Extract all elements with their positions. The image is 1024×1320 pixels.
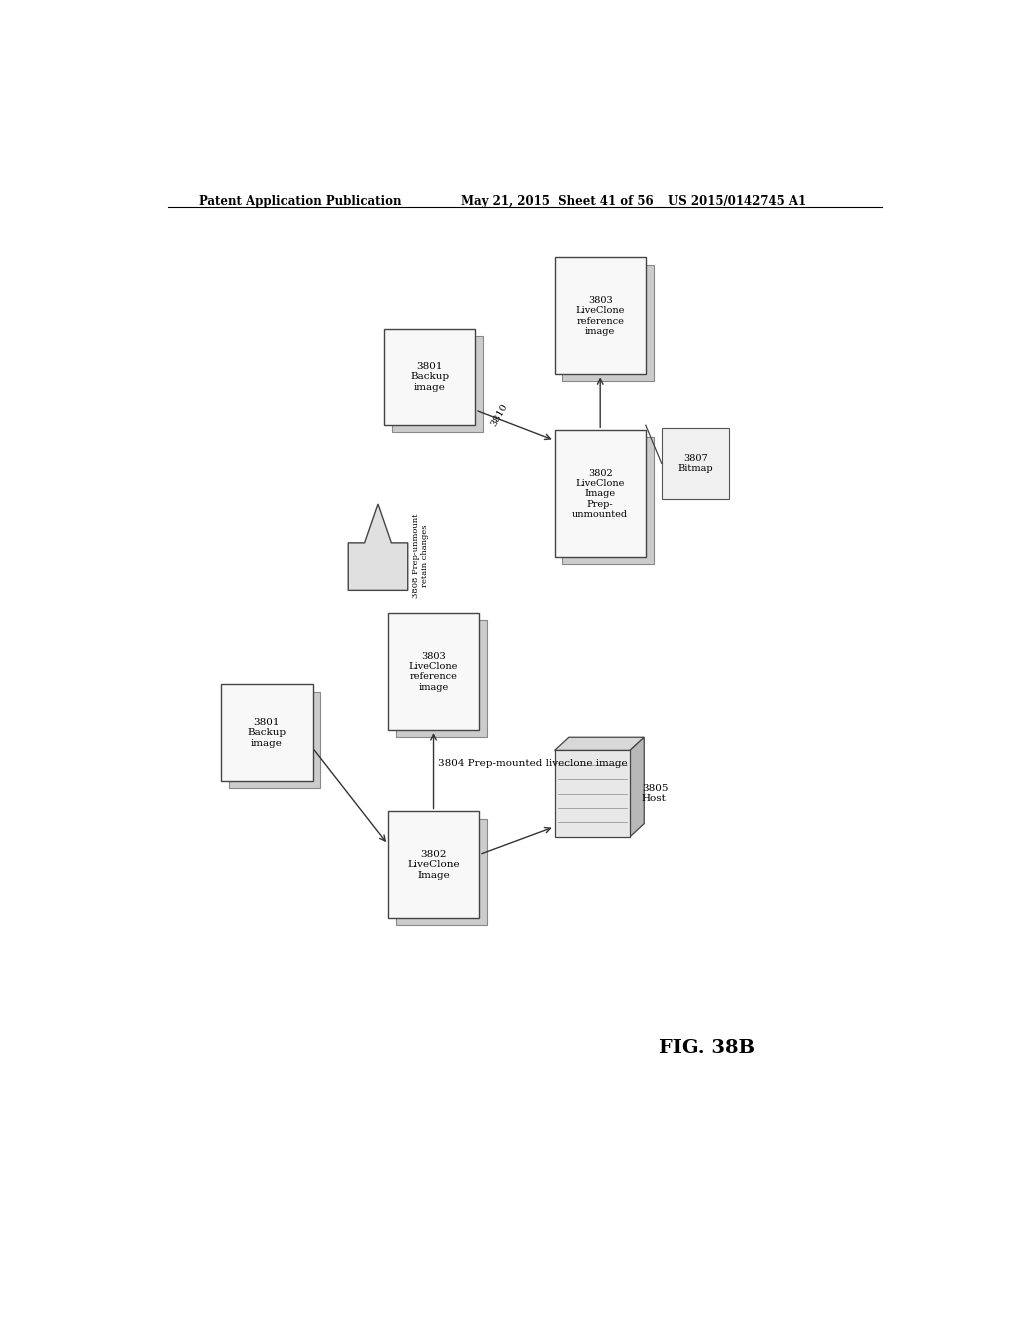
Text: Patent Application Publication: Patent Application Publication <box>200 195 402 209</box>
Text: 3802
LiveClone
Image
Prep-
unmounted: 3802 LiveClone Image Prep- unmounted <box>572 469 629 519</box>
Polygon shape <box>630 738 644 837</box>
FancyBboxPatch shape <box>388 614 479 730</box>
Text: 3802
LiveClone
Image: 3802 LiveClone Image <box>408 850 460 879</box>
FancyBboxPatch shape <box>396 818 487 925</box>
Text: 3808 Prep-unmount
retain changes: 3808 Prep-unmount retain changes <box>412 513 429 598</box>
Text: US 2015/0142745 A1: US 2015/0142745 A1 <box>668 195 806 209</box>
Polygon shape <box>555 738 644 751</box>
FancyBboxPatch shape <box>555 430 646 557</box>
Text: 3807
Bitmap: 3807 Bitmap <box>678 454 714 473</box>
Text: May 21, 2015  Sheet 41 of 56: May 21, 2015 Sheet 41 of 56 <box>461 195 654 209</box>
FancyBboxPatch shape <box>229 692 321 788</box>
FancyBboxPatch shape <box>555 751 630 837</box>
FancyBboxPatch shape <box>396 620 487 738</box>
Text: 3804 Prep-mounted liveclone image: 3804 Prep-mounted liveclone image <box>437 759 627 768</box>
FancyBboxPatch shape <box>562 264 653 381</box>
Polygon shape <box>348 504 408 590</box>
Text: 3803
LiveClone
reference
image: 3803 LiveClone reference image <box>409 652 458 692</box>
Text: 3810: 3810 <box>488 403 509 428</box>
Text: 3801
Backup
image: 3801 Backup image <box>248 718 287 747</box>
FancyBboxPatch shape <box>384 329 475 425</box>
Text: 3803
LiveClone
reference
image: 3803 LiveClone reference image <box>575 296 625 337</box>
FancyBboxPatch shape <box>555 257 646 375</box>
FancyBboxPatch shape <box>388 812 479 919</box>
FancyBboxPatch shape <box>662 428 729 499</box>
FancyBboxPatch shape <box>221 684 312 781</box>
Text: 3805
Host: 3805 Host <box>642 784 669 804</box>
FancyBboxPatch shape <box>562 437 653 565</box>
Text: FIG. 38B: FIG. 38B <box>659 1039 756 1057</box>
FancyBboxPatch shape <box>392 335 483 433</box>
Text: 3801
Backup
image: 3801 Backup image <box>410 362 450 392</box>
